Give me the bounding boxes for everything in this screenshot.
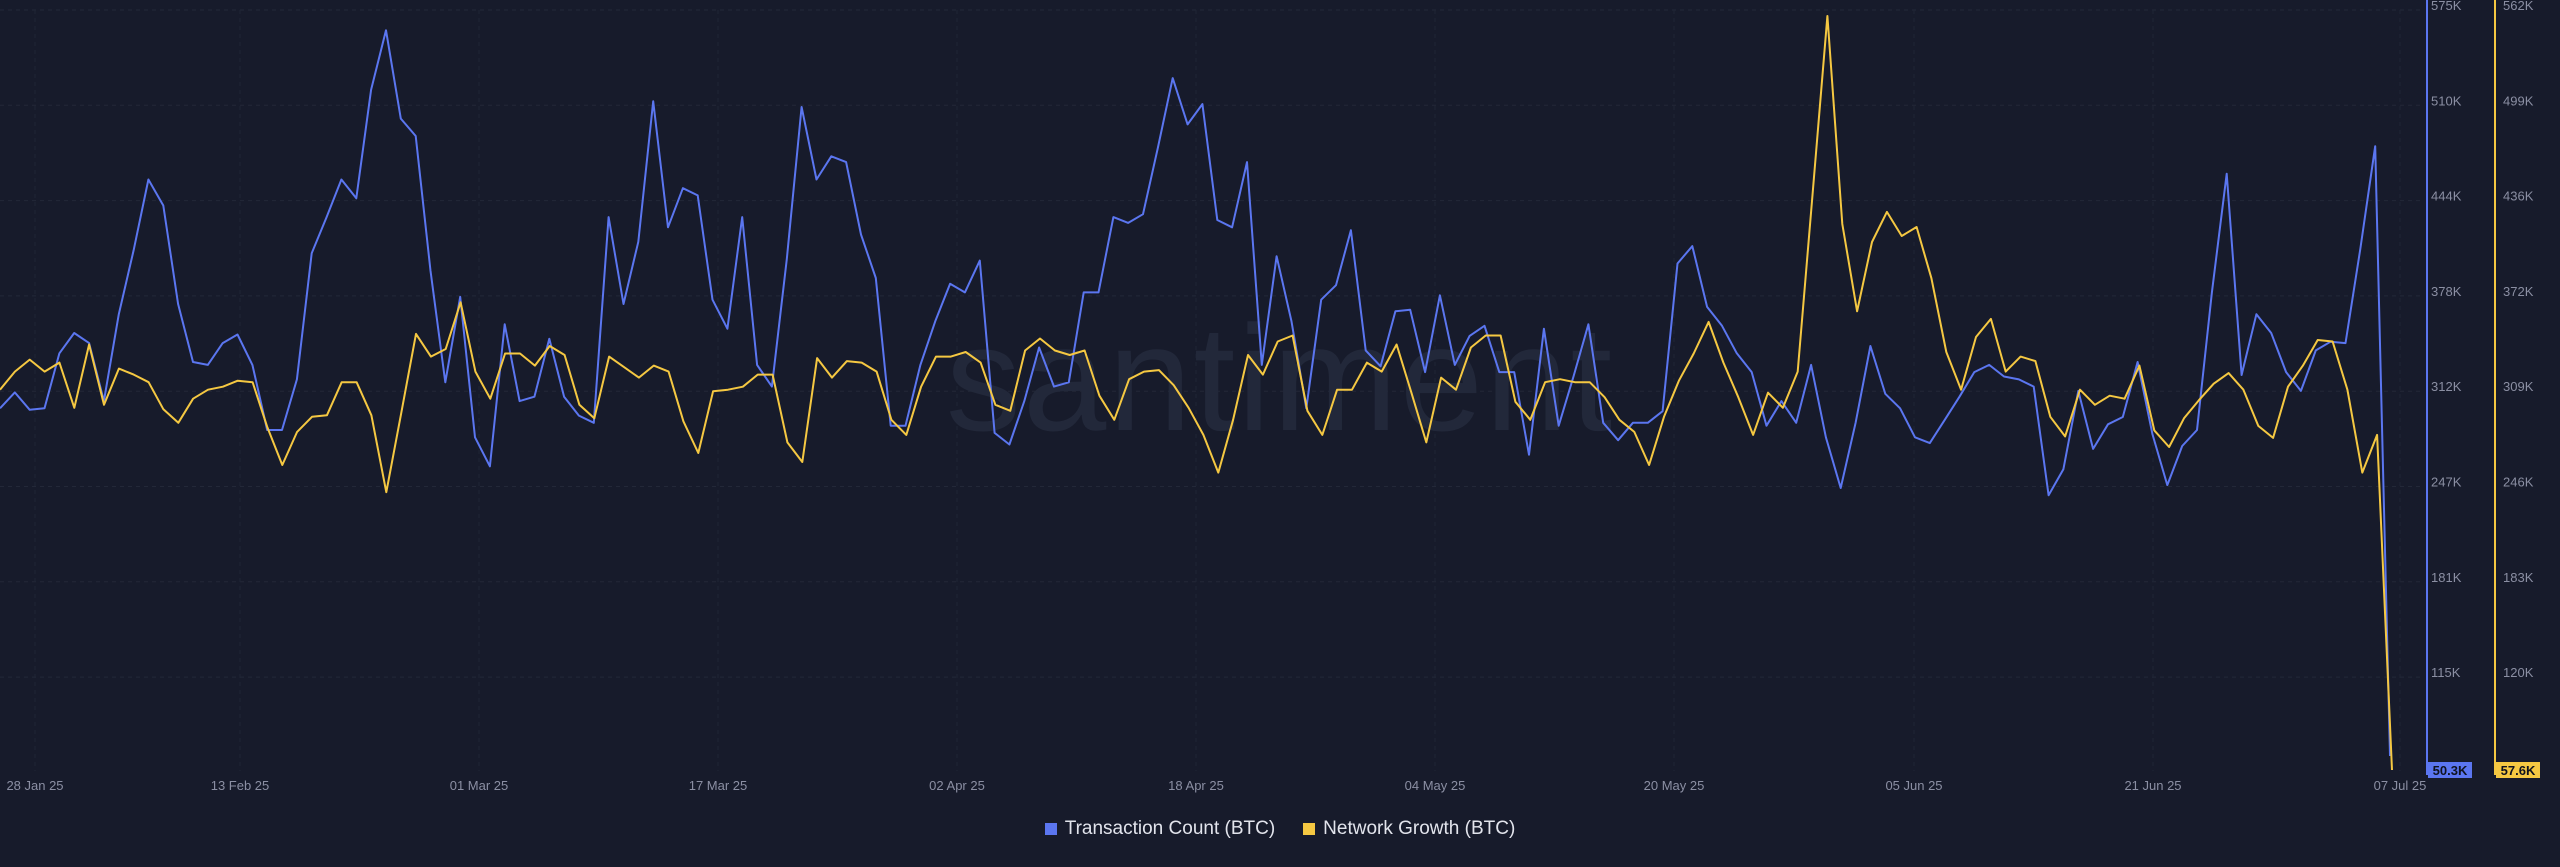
y-right-tick-label: 309K <box>2503 379 2534 394</box>
santiment-watermark: santiment <box>946 294 1614 462</box>
last-value-badge-network-growth: 57.6K <box>2496 762 2540 778</box>
y-right-tick-label: 120K <box>2503 665 2534 680</box>
x-tick-label: 28 Jan 25 <box>6 778 63 793</box>
x-tick-label: 17 Mar 25 <box>689 778 748 793</box>
y-left-tick-label: 312K <box>2431 379 2462 394</box>
x-tick-label: 13 Feb 25 <box>211 778 270 793</box>
y-left-tick-label: 510K <box>2431 93 2462 108</box>
y-left-tick-label: 247K <box>2431 475 2462 490</box>
y-left-tick-label: 115K <box>2431 665 2461 680</box>
y-left-tick-label: 378K <box>2431 284 2462 299</box>
legend-swatch-network-growth <box>1303 823 1316 835</box>
x-tick-label: 07 Jul 25 <box>2374 778 2427 793</box>
axes: 575K 562K 510K 499K 444K 436K 378K 372K 312K 309K… <box>6 0 2540 793</box>
legend-item-network-growth[interactable]: Network Growth (BTC) <box>1303 818 1515 840</box>
x-tick-label: 05 Jun 25 <box>1885 778 1942 793</box>
y-right-tick-label: 246K <box>2503 475 2534 490</box>
legend-label-transaction-count: Transaction Count (BTC) <box>1064 818 1276 839</box>
y-right-tick-label: 562K <box>2503 0 2534 13</box>
y-left-tick-label: 181K <box>2431 570 2462 585</box>
legend: Transaction Count (BTC) Network Growth (… <box>0 818 2560 840</box>
legend-swatch-transaction-count <box>1044 823 1057 835</box>
series-lines <box>0 15 2393 771</box>
x-tick-label: 01 Mar 25 <box>450 778 509 793</box>
y-right-tick-label: 436K <box>2503 189 2534 204</box>
last-value-badge-transaction-count: 50.3K <box>2428 762 2472 778</box>
y-right-tick-label: 499K <box>2503 93 2534 108</box>
x-tick-label: 04 May 25 <box>1405 778 1466 793</box>
y-right-tick-label: 372K <box>2503 284 2534 299</box>
y-left-tick-label: 575K <box>2431 0 2462 13</box>
last-value-label-network-growth: 57.6K <box>2501 763 2536 778</box>
last-value-label-transaction-count: 50.3K <box>2433 763 2468 778</box>
series-line-transaction-count <box>0 29 2391 757</box>
gridlines <box>0 9 2424 771</box>
x-tick-label: 20 May 25 <box>1644 778 1705 793</box>
x-tick-label: 21 Jun 25 <box>2124 778 2181 793</box>
x-tick-label: 18 Apr 25 <box>1168 778 1224 793</box>
x-tick-label: 02 Apr 25 <box>929 778 985 793</box>
y-left-tick-label: 444K <box>2431 189 2462 204</box>
legend-label-network-growth: Network Growth (BTC) <box>1323 818 1516 839</box>
y-right-tick-label: 183K <box>2503 570 2534 585</box>
series-line-network-growth <box>0 15 2393 771</box>
legend-item-transaction-count[interactable]: Transaction Count (BTC) <box>1044 818 1276 840</box>
